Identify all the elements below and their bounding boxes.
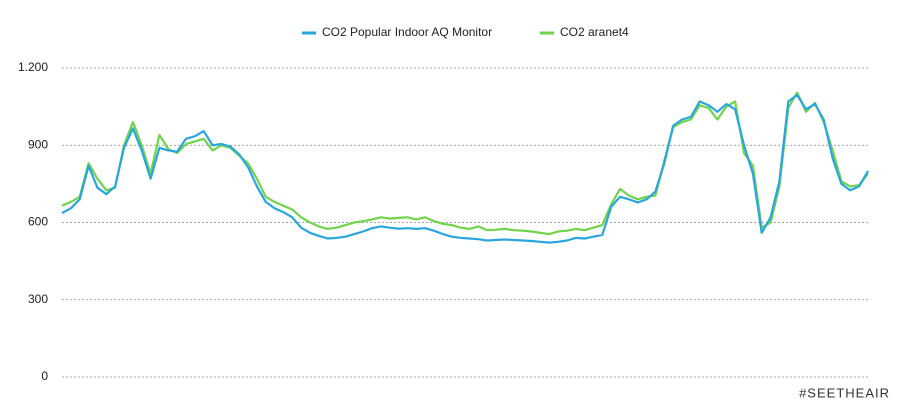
y-tick-label: 900 [28,137,48,151]
watermark: #SEETHEAIR [799,385,890,400]
y-tick-label: 600 [28,215,48,229]
y-tick-label: 0 [41,369,48,383]
legend-label: CO2 Popular Indoor AQ Monitor [322,25,492,39]
y-tick-label: 1.200 [18,60,48,74]
y-tick-label: 300 [28,292,48,306]
legend-label: CO2 aranet4 [560,25,629,39]
series-line [61,93,869,244]
series-line [61,91,869,236]
